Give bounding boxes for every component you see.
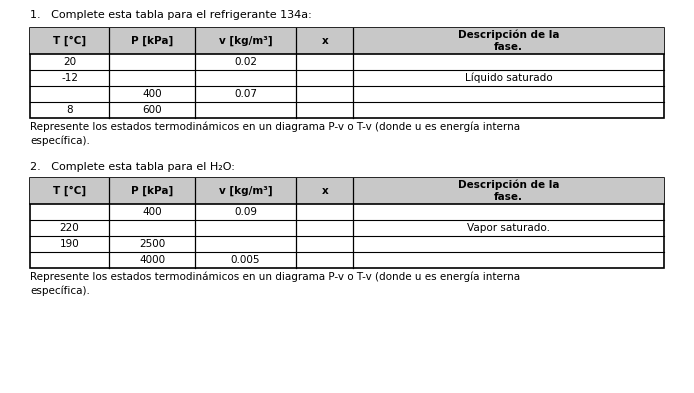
Text: Descripción de la
fase.: Descripción de la fase. xyxy=(458,30,559,52)
Text: 600: 600 xyxy=(142,105,162,115)
Bar xyxy=(30,178,664,268)
Text: 400: 400 xyxy=(142,89,162,99)
Text: -12: -12 xyxy=(61,73,78,83)
Text: T [°C]: T [°C] xyxy=(53,186,86,196)
Text: T [°C]: T [°C] xyxy=(53,36,86,46)
Text: P [kPa]: P [kPa] xyxy=(131,36,174,46)
Text: v [kg/m³]: v [kg/m³] xyxy=(219,186,272,196)
Bar xyxy=(30,28,664,118)
Text: Líquido saturado: Líquido saturado xyxy=(465,73,552,83)
Text: x: x xyxy=(321,186,328,196)
Text: Vapor saturado.: Vapor saturado. xyxy=(467,223,550,233)
Text: 1.   Complete esta tabla para el refrigerante 134a:: 1. Complete esta tabla para el refrigera… xyxy=(30,10,312,20)
Text: Descripción de la
fase.: Descripción de la fase. xyxy=(458,180,559,202)
Text: x: x xyxy=(321,36,328,46)
Text: 0.02: 0.02 xyxy=(234,57,257,67)
Text: 20: 20 xyxy=(63,57,76,67)
Text: 220: 220 xyxy=(60,223,80,233)
Bar xyxy=(30,178,664,204)
Text: 2.   Complete esta tabla para el H₂O:: 2. Complete esta tabla para el H₂O: xyxy=(30,162,235,172)
Text: v [kg/m³]: v [kg/m³] xyxy=(219,36,272,46)
Text: 8: 8 xyxy=(67,105,73,115)
Text: 0.07: 0.07 xyxy=(234,89,257,99)
Text: 190: 190 xyxy=(60,239,80,249)
Text: 4000: 4000 xyxy=(139,255,165,265)
Text: Represente los estados termodinámicos en un diagrama P-v o T-v (donde u es energ: Represente los estados termodinámicos en… xyxy=(30,272,520,296)
Text: 0.005: 0.005 xyxy=(231,255,260,265)
Text: P [kPa]: P [kPa] xyxy=(131,186,174,196)
Text: Represente los estados termodinámicos en un diagrama P-v o T-v (donde u es energ: Represente los estados termodinámicos en… xyxy=(30,122,520,147)
Bar xyxy=(30,28,664,54)
Text: 0.09: 0.09 xyxy=(234,207,257,217)
Text: 400: 400 xyxy=(142,207,162,217)
Text: 2500: 2500 xyxy=(139,239,165,249)
